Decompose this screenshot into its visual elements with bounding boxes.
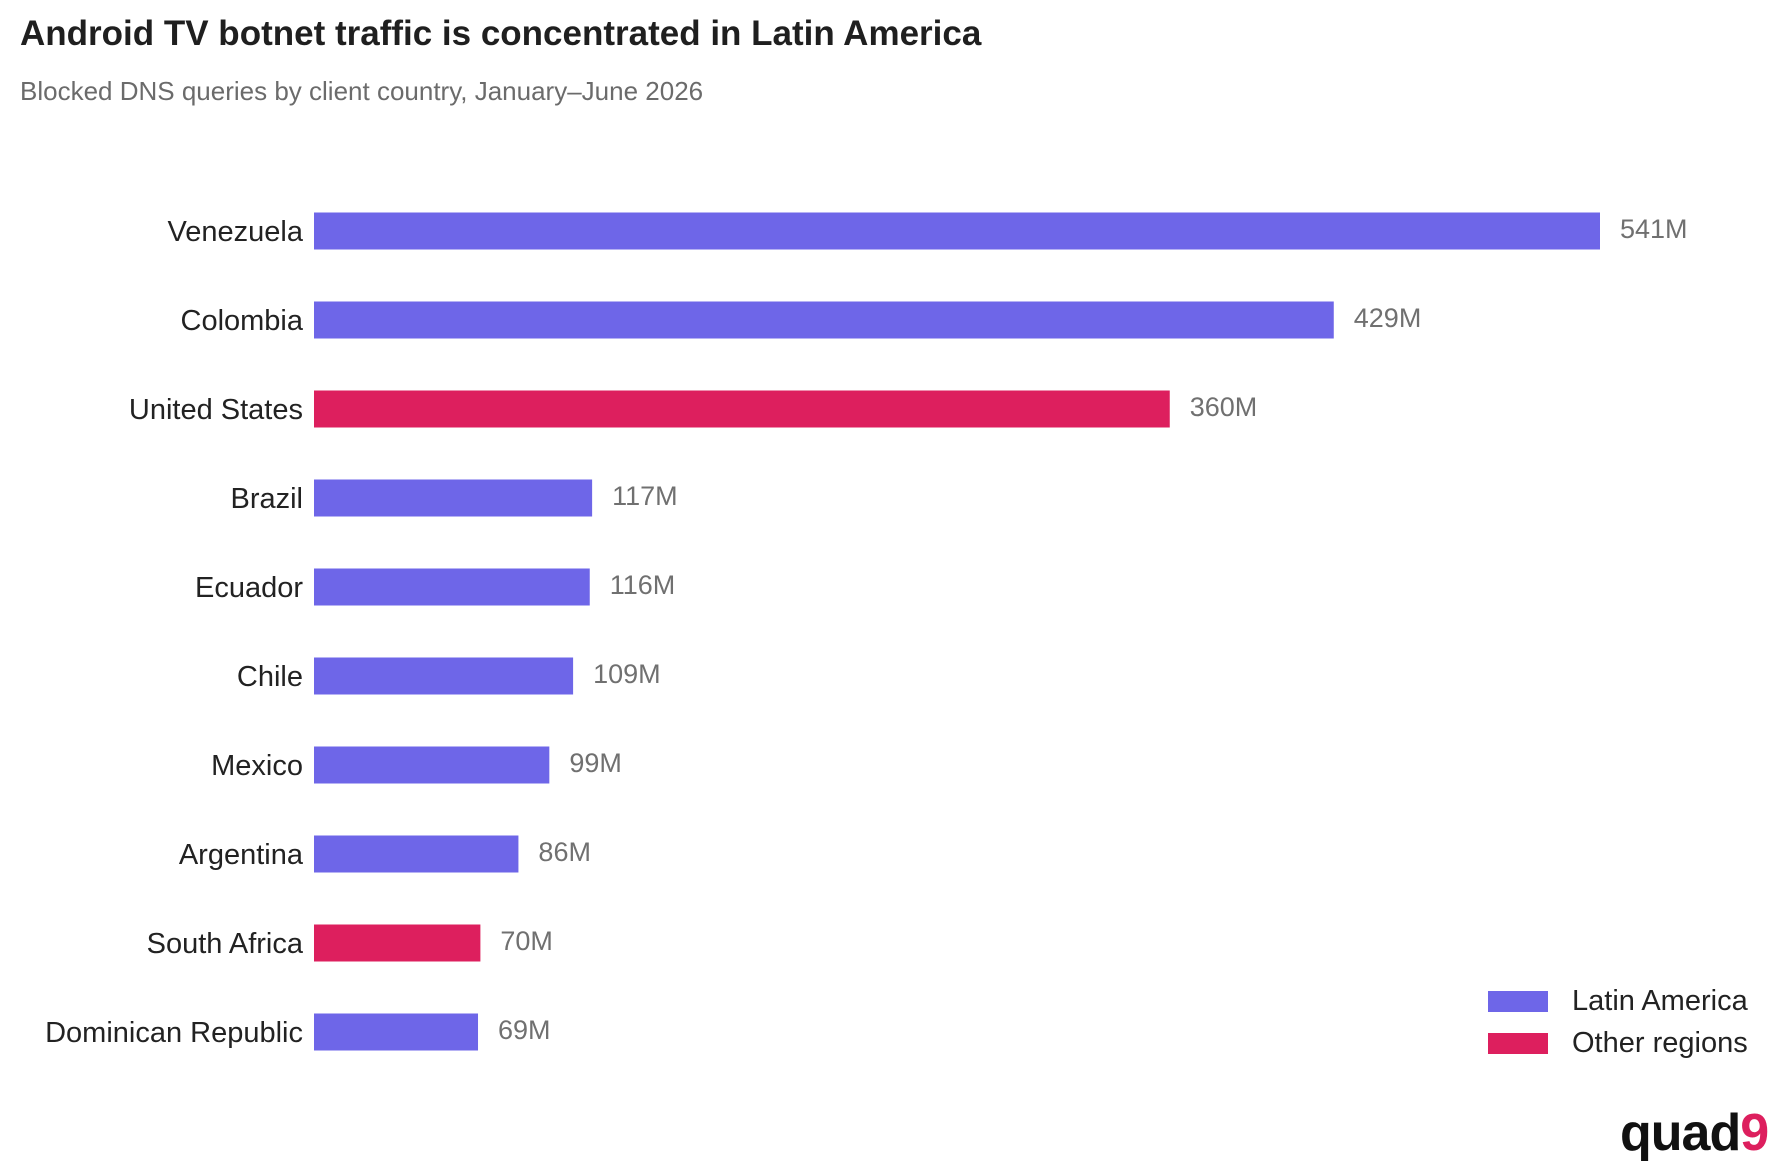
value-label-south-africa: 70M: [500, 926, 553, 956]
logo-text-main: quad: [1620, 1104, 1740, 1162]
bar-united-states: [314, 390, 1170, 428]
category-label-united-states: United States: [129, 394, 303, 426]
value-label-brazil: 117M: [612, 481, 678, 511]
legend-label-other-regions: Other regions: [1572, 1026, 1748, 1059]
bar-colombia: [314, 301, 1334, 339]
logo-wordmark: quad9: [1620, 1104, 1768, 1162]
bar-chart: Venezuela 541M Colombia 429M United States 36…: [45, 212, 1688, 1051]
bar-brazil: [314, 479, 593, 517]
bar-argentina: [314, 835, 519, 873]
chart-subtitle: Blocked DNS queries by client country, J…: [20, 76, 704, 106]
value-label-dominican-republic: 69M: [498, 1015, 551, 1045]
legend: Latin America Other regions: [1488, 980, 1748, 1064]
legend-swatch-latin-america: [1488, 990, 1548, 1012]
category-label-mexico: Mexico: [211, 750, 303, 782]
value-label-chile: 109M: [593, 659, 661, 689]
value-label-united-states: 360M: [1190, 392, 1258, 422]
value-label-ecuador: 116M: [610, 570, 676, 600]
legend-label-latin-america: Latin America: [1572, 984, 1748, 1017]
bar-venezuela: [314, 212, 1600, 250]
category-label-argentina: Argentina: [179, 839, 304, 871]
legend-item-other-regions: Other regions: [1488, 1022, 1748, 1064]
bar-ecuador: [314, 568, 590, 606]
value-label-mexico: 99M: [569, 748, 622, 778]
category-label-dominican-republic: Dominican Republic: [45, 1017, 303, 1049]
chart-title: Android TV botnet traffic is concentrate…: [20, 14, 982, 53]
value-label-argentina: 86M: [538, 837, 591, 867]
logo-text-accent: 9: [1740, 1104, 1768, 1162]
bar-dominican-republic: [314, 1013, 479, 1051]
legend-swatch-other-regions: [1488, 1032, 1548, 1054]
category-label-colombia: Colombia: [181, 305, 304, 337]
quad9-logo: quad9: [1620, 1104, 1769, 1162]
legend-item-latin-america: Latin America: [1488, 980, 1748, 1022]
category-label-ecuador: Ecuador: [195, 572, 303, 604]
category-label-chile: Chile: [237, 661, 303, 693]
value-label-colombia: 429M: [1354, 303, 1422, 333]
bar-south-africa: [314, 924, 481, 962]
value-label-venezuela: 541M: [1620, 214, 1688, 244]
category-label-brazil: Brazil: [230, 483, 303, 515]
bar-chile: [314, 657, 574, 695]
bar-mexico: [314, 746, 550, 784]
category-label-south-africa: South Africa: [147, 928, 304, 960]
category-label-venezuela: Venezuela: [168, 216, 304, 248]
